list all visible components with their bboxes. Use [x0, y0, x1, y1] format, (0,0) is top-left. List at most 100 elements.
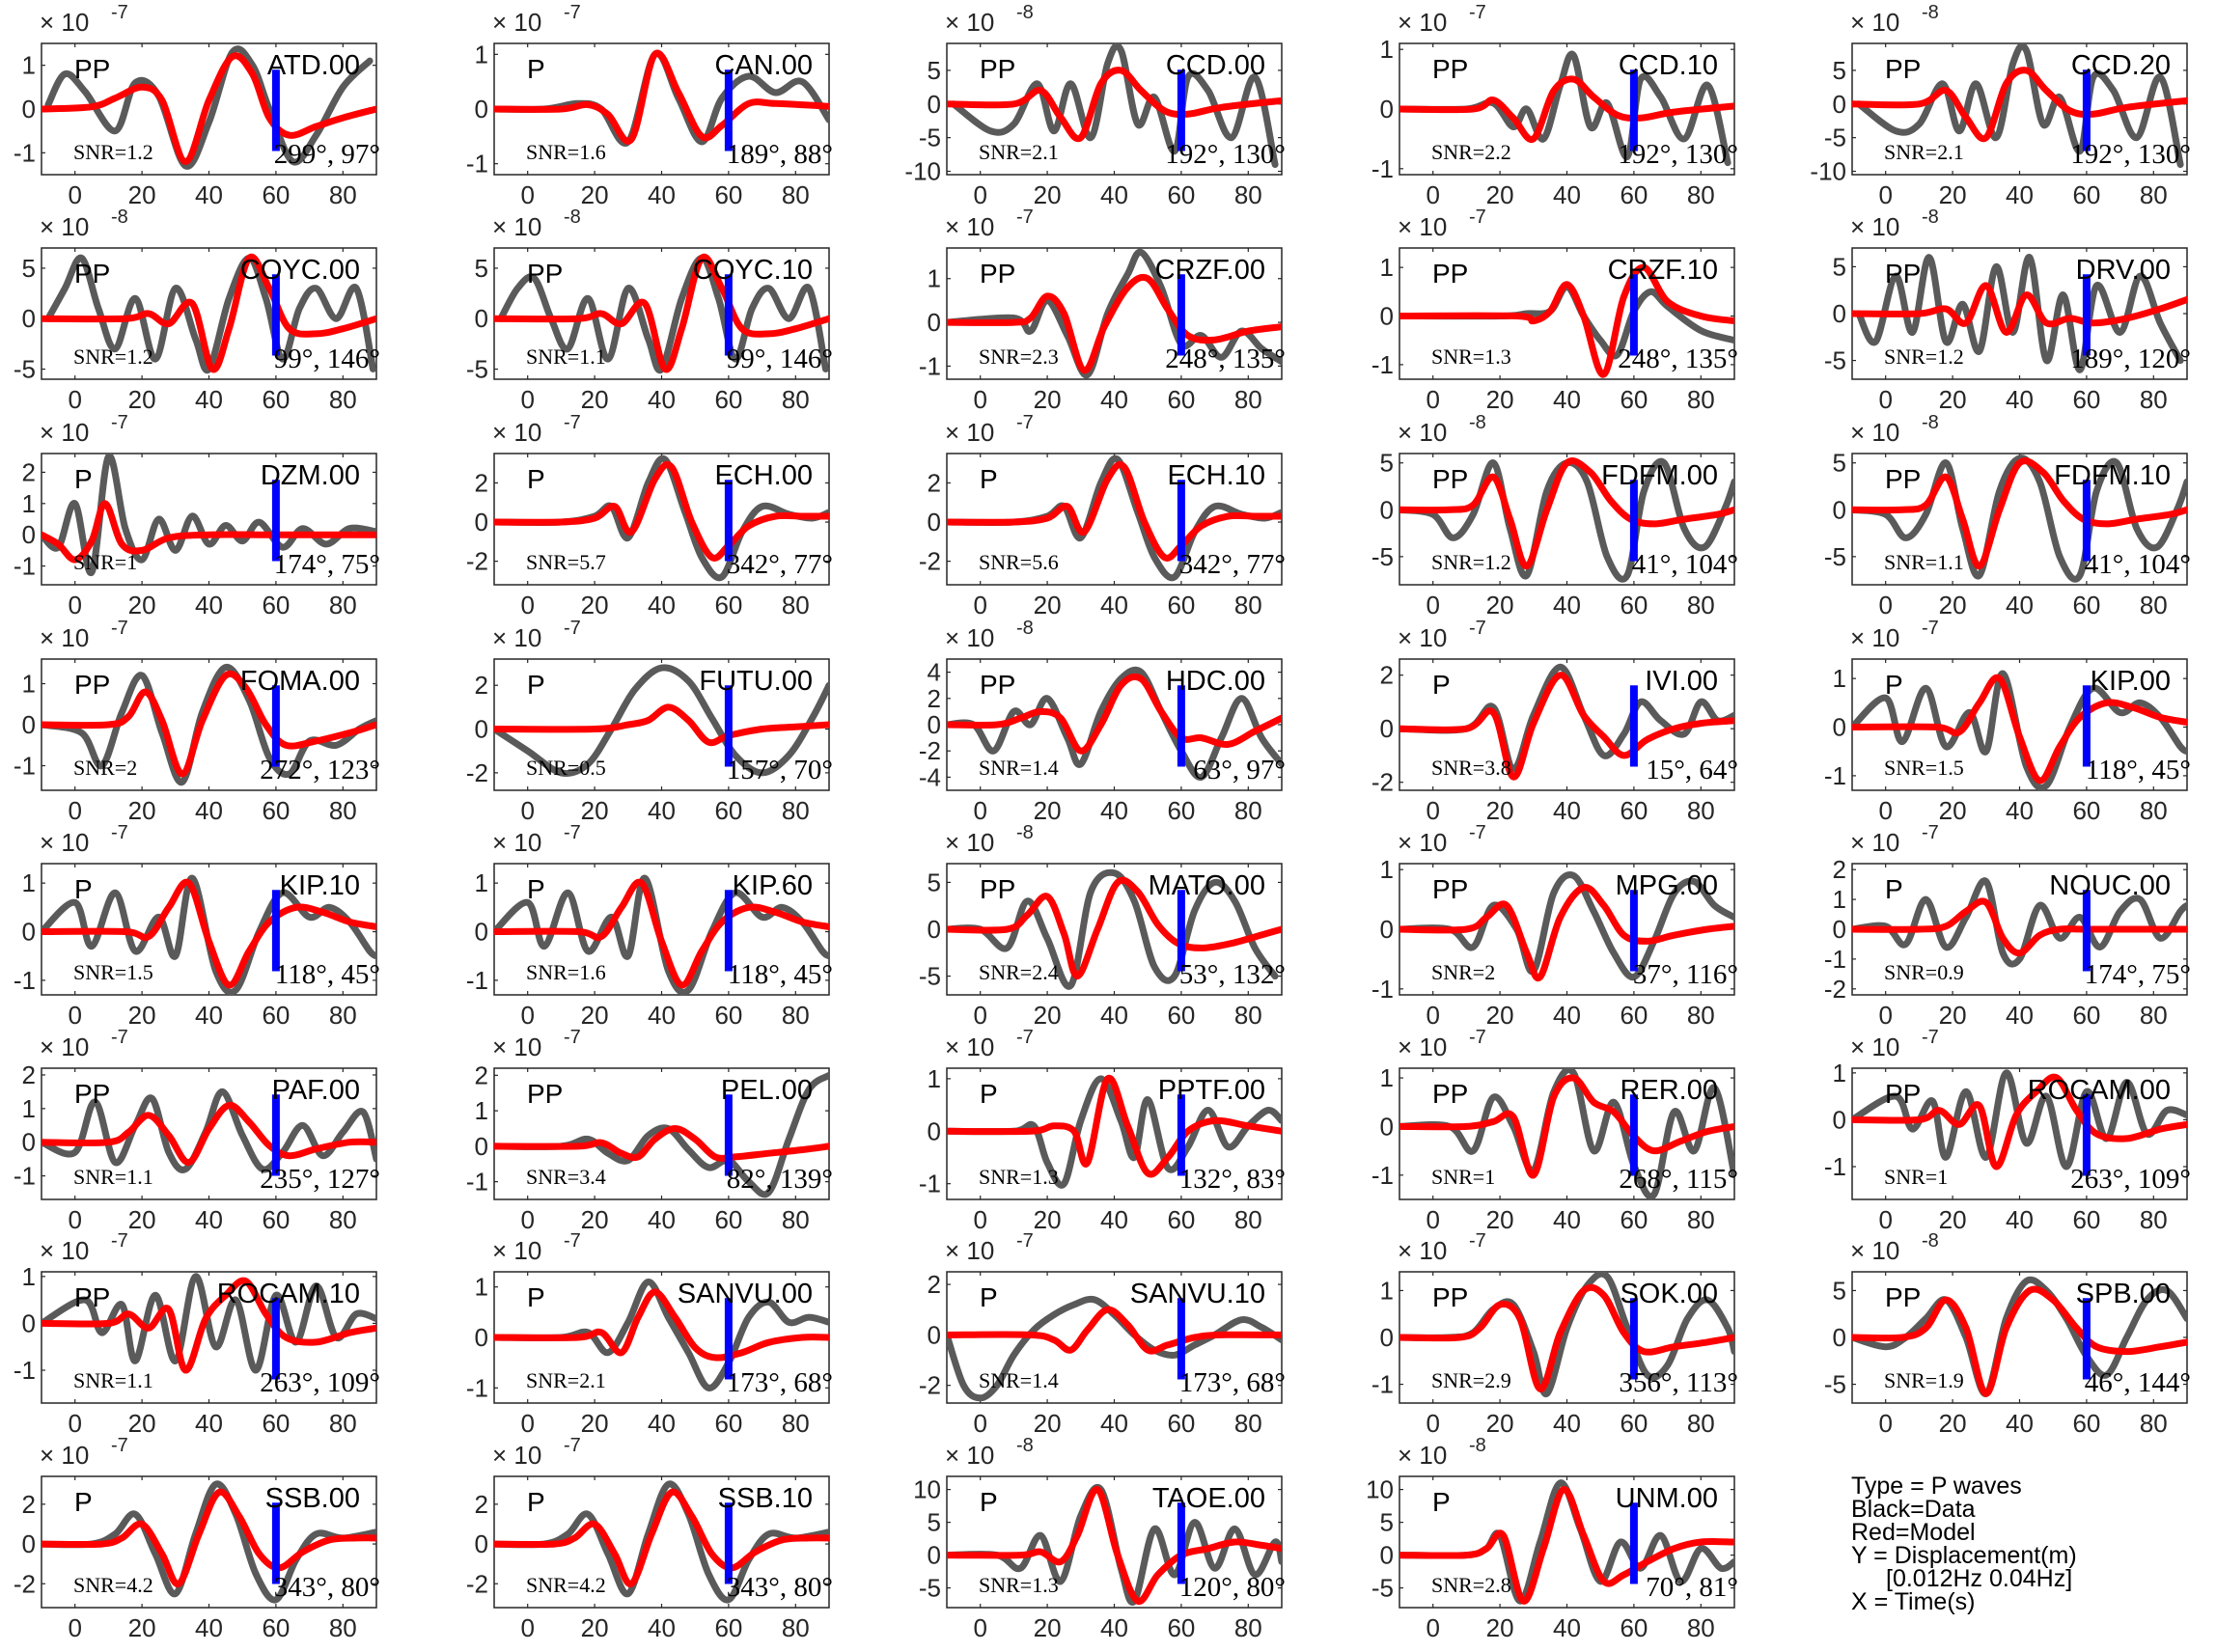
- x-tick-label: 60: [262, 1409, 290, 1438]
- y-tick-label: -1: [14, 966, 36, 995]
- azimuth-label: 192°, 130°: [1165, 139, 1286, 170]
- traces: [1399, 663, 1734, 781]
- x-tick-label: 40: [648, 1001, 676, 1030]
- traces: [947, 1074, 1282, 1189]
- panel-mpg-00: 0 20 40 60 80 1 0 -1 × 10 -7 PP MPG.00 SNR=2 37°, 116…: [1371, 822, 1738, 1030]
- x-tick-label: 0: [1878, 180, 1892, 209]
- axis-exponent: × 10: [945, 828, 994, 857]
- traces: [42, 1088, 376, 1176]
- x-tick-label: 40: [1553, 1205, 1581, 1234]
- axis-exponent: × 10: [1850, 1032, 1899, 1061]
- axis-exponent-power: -7: [1016, 412, 1034, 433]
- x-tick-label: 80: [782, 385, 810, 414]
- y-tick-label: 0: [475, 715, 488, 744]
- azimuth-label: 132°, 83°: [1179, 1164, 1286, 1195]
- x-tick-label: 80: [1234, 796, 1262, 825]
- x-tick-label: 40: [1100, 385, 1128, 414]
- x-tick-label: 60: [714, 180, 742, 209]
- panel-ccd-10: 0 20 40 60 80 1 0 -1 × 10 -7 PP CCD.10 SNR=2.2 192°, …: [1371, 2, 1738, 209]
- model-trace: [947, 67, 1282, 143]
- y-tick-label: 1: [1833, 885, 1846, 914]
- traces: [494, 253, 829, 374]
- phase-label: P: [527, 1487, 545, 1517]
- station-label: UNM.00: [1616, 1483, 1718, 1514]
- phase-label: P: [1432, 670, 1451, 700]
- axis-exponent-power: -8: [111, 206, 128, 228]
- y-tick-label: -5: [919, 1574, 941, 1603]
- phase-label: P: [74, 874, 93, 904]
- y-tick-label: -5: [919, 124, 941, 152]
- station-label: ECH.10: [1167, 460, 1265, 491]
- traces: [494, 1279, 829, 1391]
- x-tick-label: 60: [714, 591, 742, 620]
- x-tick-label: 40: [1100, 1001, 1128, 1030]
- snr-label: SNR=1.1: [73, 1368, 153, 1392]
- y-tick-label: -1: [1824, 761, 1846, 790]
- y-tick-label: 1: [1833, 664, 1846, 693]
- x-tick-label: 60: [714, 1613, 742, 1642]
- station-label: FDFM.00: [1601, 460, 1718, 491]
- model-trace: [947, 876, 1282, 980]
- axis-exponent-power: -7: [564, 1230, 581, 1252]
- y-tick-label: 0: [22, 95, 36, 124]
- model-trace: [1399, 75, 1734, 144]
- model-trace: [42, 52, 376, 165]
- y-tick-label: 0: [928, 1541, 941, 1570]
- azimuth-label: 299°, 97°: [274, 139, 380, 170]
- x-tick-label: 20: [581, 796, 609, 825]
- x-tick-label: 40: [648, 385, 676, 414]
- x-tick-label: 0: [1426, 796, 1439, 825]
- x-tick-label: 20: [1486, 1613, 1514, 1642]
- y-tick-label: 1: [1380, 1276, 1394, 1305]
- station-label: KIP.00: [2091, 666, 2171, 697]
- x-tick-label: 60: [1167, 180, 1195, 209]
- model-trace: [1852, 1285, 2187, 1397]
- station-label: HDC.00: [1166, 666, 1265, 697]
- x-tick-label: 20: [1034, 1613, 1062, 1642]
- panel-sok-00: 0 20 40 60 80 1 0 -1 × 10 -7 PP SOK.00 SNR=2.9 356°, …: [1371, 1230, 1738, 1438]
- x-tick-label: 60: [2072, 1001, 2100, 1030]
- y-tick-label: 0: [22, 304, 36, 333]
- phase-label: PP: [527, 259, 563, 289]
- y-tick-label: 1: [22, 670, 36, 699]
- snr-label: SNR=1.3: [979, 1165, 1059, 1189]
- x-tick-label: 80: [1687, 1409, 1715, 1438]
- phase-label: PP: [74, 1282, 110, 1312]
- y-tick-label: 0: [475, 1323, 488, 1352]
- phase-label: PP: [74, 670, 110, 700]
- station-label: SANVU.00: [678, 1279, 813, 1309]
- panel-rocam-00: 0 20 40 60 80 1 0 -1 × 10 -7 PP ROCAM.00 SNR=1 263°, …: [1824, 1027, 2191, 1234]
- panel-fdfm-10: 0 20 40 60 80 5 0 -5 × 10 -8 PP FDFM.10 SNR=1.1 41°, …: [1824, 412, 2191, 620]
- x-tick-label: 60: [2072, 591, 2100, 620]
- station-label: SSB.10: [718, 1483, 813, 1514]
- data-trace: [1399, 50, 1731, 167]
- y-tick-label: -5: [14, 355, 36, 384]
- station-label: SOK.00: [1620, 1279, 1718, 1309]
- model-trace: [1399, 1074, 1734, 1179]
- model-trace: [42, 500, 376, 564]
- x-tick-label: 40: [648, 1409, 676, 1438]
- axis-exponent: × 10: [1850, 828, 1899, 857]
- station-label: COYC.10: [693, 255, 813, 286]
- azimuth-label: 118°, 45°: [275, 959, 380, 990]
- azimuth-label: 192°, 130°: [2070, 139, 2191, 170]
- x-tick-label: 20: [1486, 385, 1514, 414]
- station-label: KIP.10: [280, 870, 360, 901]
- phase-label: P: [1432, 1487, 1451, 1517]
- legend-line-data: Black=Data: [1851, 1496, 1976, 1523]
- axis-exponent-power: -7: [111, 1435, 128, 1456]
- x-tick-label: 80: [329, 591, 357, 620]
- x-tick-label: 40: [195, 385, 223, 414]
- phase-label: PP: [1432, 259, 1468, 289]
- station-label: ATD.00: [267, 50, 360, 81]
- x-tick-label: 80: [1687, 1001, 1715, 1030]
- x-tick-label: 20: [581, 180, 609, 209]
- y-tick-label: -5: [1371, 542, 1394, 571]
- y-tick-label: -2: [1371, 768, 1394, 797]
- phase-label: P: [527, 54, 545, 84]
- x-tick-label: 60: [1167, 1205, 1195, 1234]
